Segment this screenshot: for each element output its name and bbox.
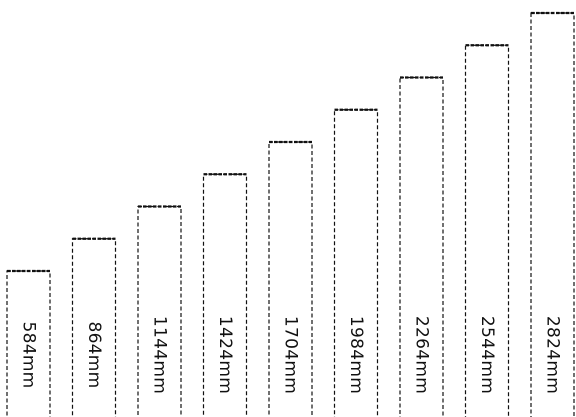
bar-1144mm: 1144mm xyxy=(137,205,182,417)
bars-group: 584mm 864mm 1144mm 1424mm 1704mm 1984mm 2264mm… xyxy=(6,11,575,417)
bar-outline xyxy=(6,270,51,417)
bar-2824mm: 2824mm xyxy=(530,11,575,417)
bar-label: 2264mm xyxy=(412,316,432,394)
bar-label: 1704mm xyxy=(281,316,301,394)
bar-label: 1144mm xyxy=(150,316,170,394)
bar-864mm: 864mm xyxy=(71,237,117,417)
bar-outline xyxy=(268,141,313,417)
bar-label: 1424mm xyxy=(215,316,235,394)
bar-2544mm: 2544mm xyxy=(464,44,510,417)
bar-1704mm: 1704mm xyxy=(268,140,313,417)
bar-outline xyxy=(333,109,379,417)
bar-1984mm: 1984mm xyxy=(333,108,379,417)
bar-label: 1984mm xyxy=(346,316,366,394)
bar-584mm: 584mm xyxy=(6,269,51,417)
bar-outline xyxy=(530,12,575,417)
bar-label: 2544mm xyxy=(477,316,497,394)
bar-outline xyxy=(202,173,248,417)
bar-label: 584mm xyxy=(19,321,39,388)
bar-2264mm: 2264mm xyxy=(399,76,444,417)
bar-label: 2824mm xyxy=(543,316,563,394)
bar-outline xyxy=(399,76,444,417)
bar-label: 864mm xyxy=(84,321,104,388)
bar-1424mm: 1424mm xyxy=(202,173,248,417)
